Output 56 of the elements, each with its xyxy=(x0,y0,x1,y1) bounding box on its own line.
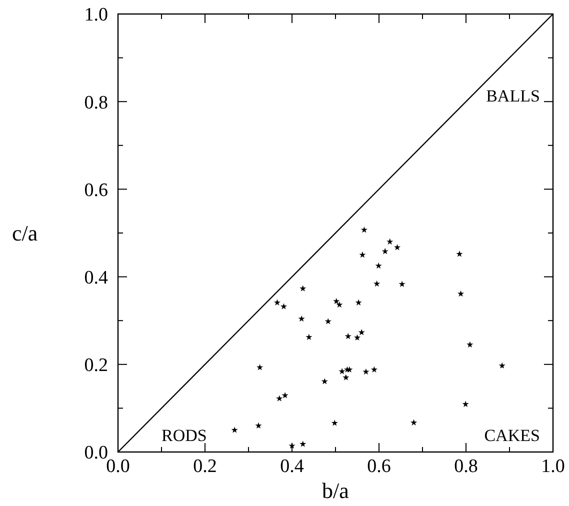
point xyxy=(282,392,288,398)
point xyxy=(376,263,382,268)
point xyxy=(458,291,464,296)
point xyxy=(374,281,380,286)
x-tick-label: 0.6 xyxy=(367,456,391,477)
x-tick-label: 0.2 xyxy=(193,456,217,477)
point xyxy=(289,443,295,448)
point xyxy=(276,396,282,401)
x-tick-label: 1.0 xyxy=(541,456,565,477)
point xyxy=(362,227,367,232)
point xyxy=(334,298,340,304)
point xyxy=(356,300,362,305)
annotation: RODS xyxy=(162,426,207,446)
point xyxy=(382,248,388,254)
x-axis-title: b/a xyxy=(322,478,350,503)
point xyxy=(346,366,352,372)
y-axis-title: c/a xyxy=(12,220,38,246)
point xyxy=(411,420,416,425)
point xyxy=(343,374,349,380)
x-tick-label: 0.0 xyxy=(106,456,130,477)
x-tick-label: 0.4 xyxy=(280,456,304,477)
point xyxy=(399,281,405,287)
y-tick-label: 0.4 xyxy=(84,267,108,288)
point xyxy=(456,251,462,256)
point xyxy=(232,427,238,432)
point xyxy=(257,364,262,370)
y-tick-label: 0.8 xyxy=(84,92,108,114)
point xyxy=(345,334,351,339)
point xyxy=(274,300,280,305)
point xyxy=(467,342,473,348)
point xyxy=(300,441,306,446)
y-tick-label: 0.0 xyxy=(84,442,108,464)
point xyxy=(256,422,262,428)
point xyxy=(363,369,369,374)
point xyxy=(499,362,505,368)
point xyxy=(387,238,393,244)
annotation: BALLS xyxy=(486,86,540,106)
y-tick-label: 1.0 xyxy=(84,4,108,26)
point xyxy=(358,330,364,335)
point xyxy=(339,368,345,374)
y-tick-label: 0.2 xyxy=(84,355,108,376)
point xyxy=(298,316,304,322)
point xyxy=(394,244,400,250)
point xyxy=(354,334,360,340)
point xyxy=(336,302,342,308)
point xyxy=(281,304,286,309)
point xyxy=(372,366,377,372)
annotation: CAKES xyxy=(484,426,540,446)
point xyxy=(300,286,306,291)
point xyxy=(462,401,468,407)
point xyxy=(306,334,312,340)
point xyxy=(325,318,331,324)
y-tick-label: 0.6 xyxy=(84,180,108,201)
x-tick-label: 0.8 xyxy=(454,456,478,477)
point xyxy=(332,420,338,426)
point xyxy=(322,378,328,384)
